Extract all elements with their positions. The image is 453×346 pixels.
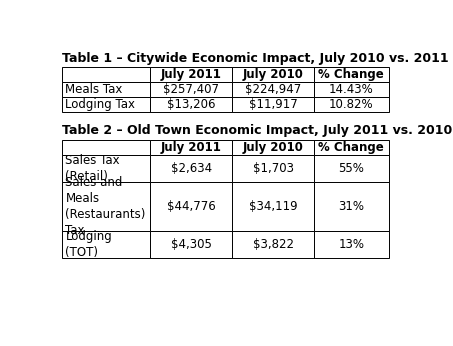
Text: 31%: 31% — [338, 200, 364, 213]
Text: July 2011: July 2011 — [161, 68, 222, 81]
Text: $1,703: $1,703 — [252, 162, 294, 175]
Bar — [314, 139, 389, 155]
Bar — [62, 139, 150, 155]
Bar — [232, 182, 314, 231]
Bar — [314, 155, 389, 182]
Bar — [150, 155, 232, 182]
Bar — [232, 155, 314, 182]
Bar — [314, 182, 389, 231]
Text: Meals Tax: Meals Tax — [65, 83, 123, 96]
Text: Table 2 – Old Town Economic Impact, July 2011 vs. 2010: Table 2 – Old Town Economic Impact, July… — [62, 125, 452, 137]
Bar — [232, 231, 314, 257]
Bar — [62, 97, 150, 112]
Bar — [62, 231, 150, 257]
Text: Table 1 – Citywide Economic Impact, July 2010 vs. 2011: Table 1 – Citywide Economic Impact, July… — [62, 52, 448, 65]
Bar — [62, 155, 150, 182]
Bar — [314, 231, 389, 257]
Text: July 2010: July 2010 — [243, 141, 304, 154]
Text: 14.43%: 14.43% — [329, 83, 374, 96]
Text: $34,119: $34,119 — [249, 200, 297, 213]
Text: 10.82%: 10.82% — [329, 98, 374, 111]
Text: $2,634: $2,634 — [171, 162, 212, 175]
Text: 13%: 13% — [338, 238, 364, 251]
Bar — [150, 182, 232, 231]
Text: $13,206: $13,206 — [167, 98, 216, 111]
Bar — [150, 97, 232, 112]
Text: July 2011: July 2011 — [161, 141, 222, 154]
Text: Lodging
(TOT): Lodging (TOT) — [65, 230, 112, 259]
Bar — [150, 139, 232, 155]
Bar — [232, 97, 314, 112]
Bar — [150, 231, 232, 257]
Text: $11,917: $11,917 — [249, 98, 298, 111]
Bar — [314, 67, 389, 82]
Text: $224,947: $224,947 — [245, 83, 301, 96]
Bar — [150, 82, 232, 97]
Text: % Change: % Change — [318, 141, 384, 154]
Bar — [62, 82, 150, 97]
Text: Sales and
Meals
(Restaurants)
Tax: Sales and Meals (Restaurants) Tax — [65, 176, 146, 237]
Text: July 2010: July 2010 — [243, 68, 304, 81]
Text: $257,407: $257,407 — [163, 83, 219, 96]
Bar — [232, 67, 314, 82]
Text: $4,305: $4,305 — [171, 238, 212, 251]
Text: Sales Tax
(Retail): Sales Tax (Retail) — [65, 154, 120, 183]
Text: Lodging Tax: Lodging Tax — [65, 98, 135, 111]
Bar — [62, 182, 150, 231]
Bar — [314, 97, 389, 112]
Text: % Change: % Change — [318, 68, 384, 81]
Text: 55%: 55% — [338, 162, 364, 175]
Bar — [232, 139, 314, 155]
Bar — [150, 67, 232, 82]
Bar — [62, 67, 150, 82]
Text: $3,822: $3,822 — [252, 238, 294, 251]
Bar — [314, 82, 389, 97]
Text: $44,776: $44,776 — [167, 200, 216, 213]
Bar — [232, 82, 314, 97]
